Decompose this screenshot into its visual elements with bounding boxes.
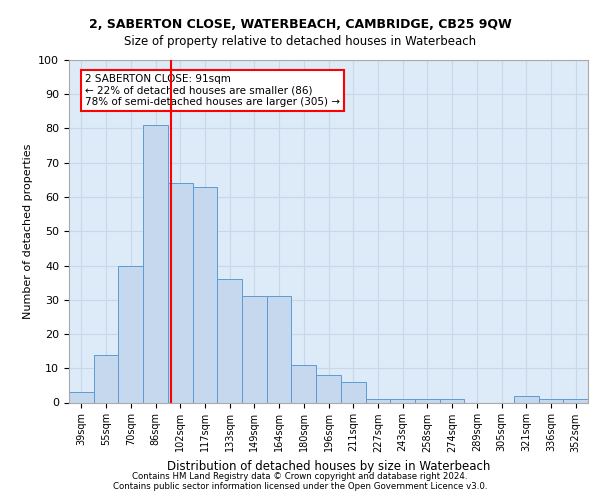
Bar: [193, 186, 217, 402]
Bar: [242, 296, 267, 403]
Bar: [415, 399, 440, 402]
Bar: [365, 399, 390, 402]
Text: Size of property relative to detached houses in Waterbeach: Size of property relative to detached ho…: [124, 35, 476, 48]
Text: 2 SABERTON CLOSE: 91sqm
← 22% of detached houses are smaller (86)
78% of semi-de: 2 SABERTON CLOSE: 91sqm ← 22% of detache…: [85, 74, 340, 107]
Bar: [440, 399, 464, 402]
Bar: [341, 382, 365, 402]
Bar: [168, 184, 193, 402]
Bar: [539, 399, 563, 402]
Bar: [267, 296, 292, 403]
Bar: [118, 266, 143, 402]
Bar: [390, 399, 415, 402]
X-axis label: Distribution of detached houses by size in Waterbeach: Distribution of detached houses by size …: [167, 460, 490, 473]
Text: Contains HM Land Registry data © Crown copyright and database right 2024.: Contains HM Land Registry data © Crown c…: [132, 472, 468, 481]
Bar: [143, 125, 168, 402]
Text: 2, SABERTON CLOSE, WATERBEACH, CAMBRIDGE, CB25 9QW: 2, SABERTON CLOSE, WATERBEACH, CAMBRIDGE…: [89, 18, 511, 30]
Text: Contains public sector information licensed under the Open Government Licence v3: Contains public sector information licen…: [113, 482, 487, 491]
Bar: [69, 392, 94, 402]
Y-axis label: Number of detached properties: Number of detached properties: [23, 144, 33, 319]
Bar: [563, 399, 588, 402]
Bar: [316, 375, 341, 402]
Bar: [514, 396, 539, 402]
Bar: [292, 365, 316, 403]
Bar: [94, 354, 118, 403]
Bar: [217, 279, 242, 402]
